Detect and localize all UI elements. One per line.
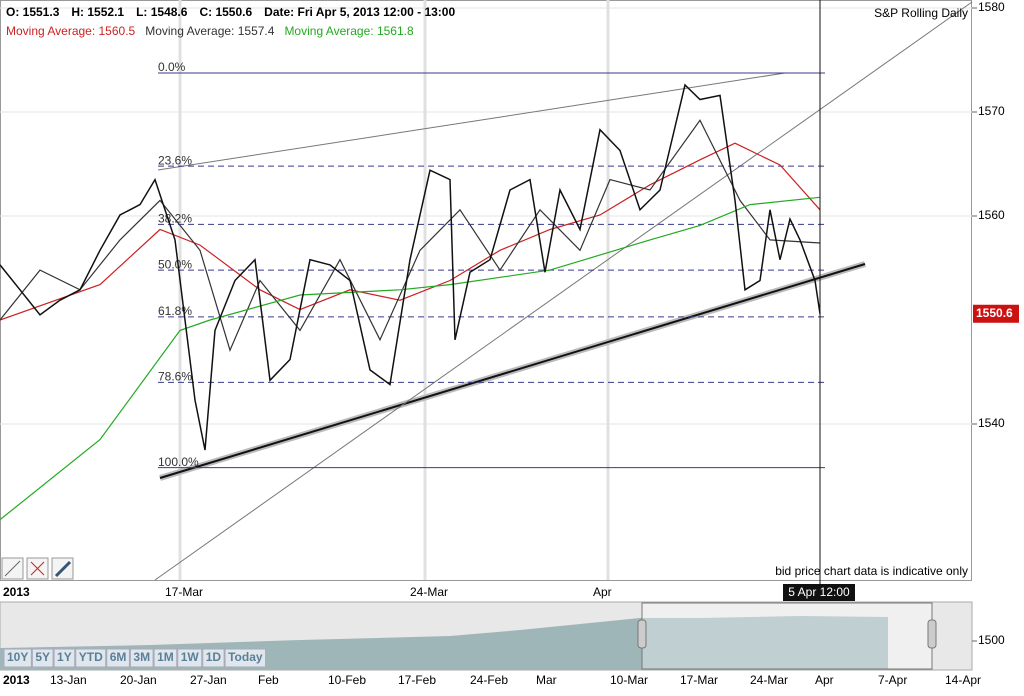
ohlc-text: H: 1552.1: [71, 5, 124, 19]
navigator-date: Feb: [258, 673, 279, 687]
navigator-date: 2013: [3, 673, 30, 687]
y-tick-label: 1580: [978, 0, 1005, 14]
range-button-bg[interactable]: [3, 648, 32, 668]
fib-label: 61.8%: [158, 304, 192, 318]
navigator-date: 17-Mar: [680, 673, 718, 687]
last-price-label: 1550.6: [976, 306, 1013, 320]
ohlc-text: Date: Fri Apr 5, 2013 12:00 - 13:00: [264, 5, 455, 19]
ohlc-text: L: 1548.6: [136, 5, 188, 19]
range-button[interactable]: Today: [228, 650, 263, 664]
navigator-date: 10-Mar: [610, 673, 648, 687]
price-line: [0, 119, 821, 352]
range-button-bg[interactable]: [177, 648, 203, 668]
navigator-window[interactable]: [641, 602, 933, 670]
navigator-date: Apr: [815, 673, 834, 687]
x-tick-label: 24-Mar: [410, 585, 448, 599]
navigator-date: 17-Feb: [398, 673, 436, 687]
navigator-handle[interactable]: [927, 619, 937, 649]
ohlc-text: C: 1550.6: [199, 5, 252, 19]
range-button[interactable]: YTD: [79, 650, 103, 664]
navigator-date: 14-Apr: [945, 673, 981, 687]
drawing-tools[interactable]: [1, 557, 74, 580]
range-button[interactable]: 6M: [110, 650, 127, 664]
navigator-date: 24-Mar: [750, 673, 788, 687]
range-button-bg[interactable]: [202, 648, 225, 668]
close-line: [0, 83, 821, 451]
navigator-date: 24-Feb: [470, 673, 508, 687]
navigator-date: 10-Feb: [328, 673, 366, 687]
trend-line: [159, 263, 866, 479]
navigator-date: 7-Apr: [878, 673, 907, 687]
fib-label: 78.6%: [158, 370, 192, 384]
x-tick-label: Apr: [593, 585, 612, 599]
range-button[interactable]: 1Y: [57, 650, 72, 664]
navigator-y-label: 1500: [978, 633, 1005, 647]
grid: [0, 0, 972, 580]
fib-label: 50.0%: [158, 257, 192, 271]
range-button[interactable]: 10Y: [7, 650, 28, 664]
fibonacci: 0.0%23.6%38.2%50.0%61.8%78.6%100.0%: [158, 60, 825, 469]
range-button[interactable]: 5Y: [35, 650, 50, 664]
price-line: [0, 196, 821, 521]
navigator-date: 20-Jan: [120, 673, 157, 687]
range-button-bg[interactable]: [53, 648, 76, 668]
y-tick-label: 1570: [978, 104, 1005, 118]
trend-line-top: [157, 72, 786, 171]
navigator-date: 13-Jan: [50, 673, 87, 687]
series-group: [0, 83, 821, 521]
range-button-bg[interactable]: [224, 648, 267, 668]
plot-frame: [0, 0, 972, 581]
range-button-bg[interactable]: [31, 648, 54, 668]
range-button-bg[interactable]: [129, 648, 154, 668]
cursor-label: 5 Apr 12:00: [788, 585, 850, 599]
x-tick-label: 17-Mar: [165, 585, 203, 599]
range-button-bg[interactable]: [106, 648, 130, 668]
range-button[interactable]: 3M: [133, 650, 150, 664]
fib-label: 23.6%: [158, 153, 192, 167]
disclaimer: bid price chart data is indicative only: [775, 564, 968, 578]
range-button-bg[interactable]: [153, 648, 178, 668]
legend-entry: Moving Average: 1560.5: [6, 24, 136, 38]
navigator-controls: 10Y 5Y 1Y YTD 6M 3M 1M 1W 1D Today 1500 2013 13-Jan 2…: [3, 633, 1005, 687]
tool-icon: [30, 561, 45, 576]
tool-icon: [4, 560, 21, 577]
ohlc-text: O: 1551.3: [6, 5, 60, 19]
range-button[interactable]: 1D: [206, 650, 222, 664]
fib-label: 0.0%: [158, 60, 186, 74]
range-button-bg[interactable]: [75, 648, 107, 668]
y-tick-label: 1540: [978, 416, 1005, 430]
legend-entry: Moving Average: 1561.8: [284, 24, 414, 38]
legend-entry: Moving Average: 1557.4: [145, 24, 275, 38]
range-button[interactable]: 1M: [157, 650, 174, 664]
cursor-box: [783, 584, 855, 601]
chart-title: S&P Rolling Daily: [874, 6, 968, 20]
navigator-date: Mar: [536, 673, 557, 687]
y-tick-label: 1560: [978, 208, 1005, 222]
fib-label: 100.0%: [158, 455, 199, 469]
tool-icon: [54, 560, 72, 578]
navigator-handle[interactable]: [637, 619, 647, 649]
range-button[interactable]: 1W: [181, 650, 200, 664]
last-price-box: [973, 304, 1019, 323]
trend-line-thin: [154, 1, 973, 581]
year-label: 2013: [3, 585, 30, 599]
price-line: [0, 142, 821, 321]
navigator-date: 27-Jan: [190, 673, 227, 687]
header: O: 1551.3 H: 1552.1 L: 1548.6 C: 1550.6 Date…: [6, 5, 455, 38]
